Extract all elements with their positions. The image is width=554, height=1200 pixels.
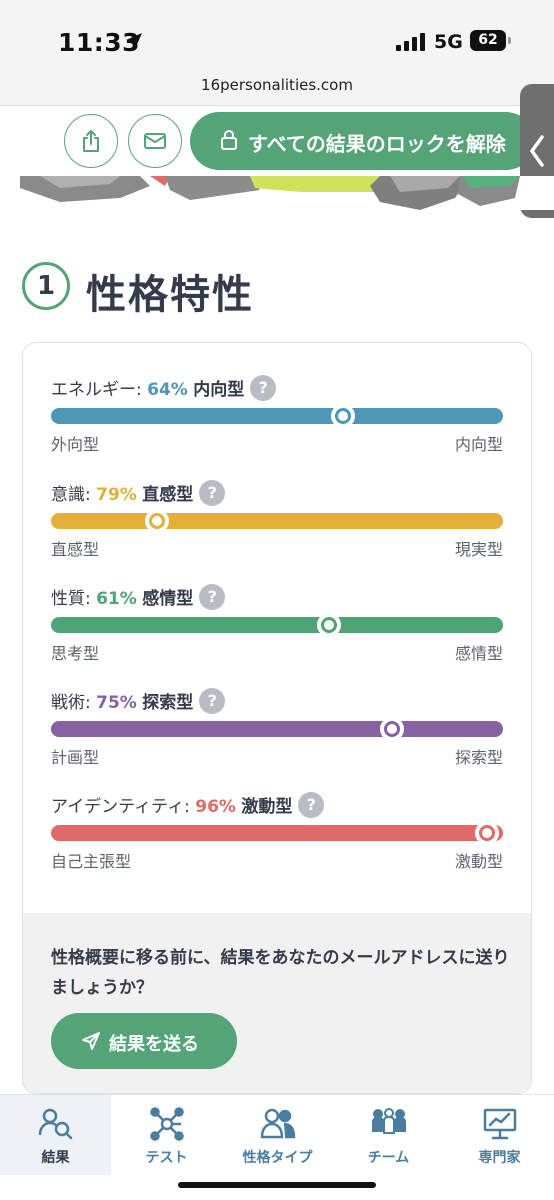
battery-icon: 62 [470, 30, 506, 51]
battery-tip [508, 37, 511, 44]
nav-results[interactable]: 結果 [0, 1095, 111, 1175]
trait-percent: 96% [195, 797, 236, 817]
trait-row: 性質: 61% 感情型? 思考型 感情型 [51, 584, 503, 674]
share-button[interactable] [64, 114, 118, 168]
trait-marker-ring [149, 513, 165, 529]
url-bar[interactable]: 16personalities.com [0, 70, 554, 106]
trait-row: エネルギー: 64% 内向型? 外向型 内向型 [51, 375, 503, 465]
signal-icon [396, 33, 426, 51]
help-icon[interactable]: ? [199, 584, 226, 610]
status-bar: 11:33 5G 62 [0, 0, 554, 70]
header-illustration [0, 176, 554, 210]
trait-bar [51, 721, 503, 737]
trait-marker [475, 821, 499, 845]
trait-name: 性質: [51, 589, 91, 609]
trait-type: 激動型 [241, 797, 293, 817]
nav-test[interactable]: テスト [111, 1095, 222, 1175]
status-time: 11:33 [58, 28, 141, 57]
section-number: 1 [22, 262, 70, 310]
trait-left-label: 思考型 [51, 644, 100, 663]
help-icon[interactable]: ? [199, 688, 226, 714]
trait-percent: 64% [147, 380, 188, 400]
trait-type: 内向型 [193, 380, 245, 400]
trait-name: エネルギー: [51, 380, 142, 400]
location-arrow-icon [126, 33, 142, 49]
trait-marker-ring [321, 617, 337, 633]
presentation-icon [483, 1108, 517, 1140]
nav-team[interactable]: チーム [333, 1095, 444, 1175]
trait-left-label: 計画型 [51, 748, 100, 767]
trait-marker-ring [479, 825, 495, 841]
email-prompt-text: 性格概要に移る前に、結果をあなたのメールアドレスに送りましょうか？ [51, 948, 510, 998]
trait-bar [51, 513, 503, 529]
unlock-results-button[interactable]: すべての結果のロックを解除 [190, 112, 535, 170]
lock-icon [221, 130, 237, 150]
trait-name: 意識: [51, 485, 91, 505]
nav-label-results: 結果 [41, 1150, 70, 1166]
trait-bar [51, 617, 503, 633]
send-results-button[interactable]: 結果を送る [51, 1013, 237, 1069]
trait-type: 感情型 [142, 589, 194, 609]
nav-label-personality-types: 性格タイプ [242, 1150, 313, 1166]
user-search-icon [38, 1108, 73, 1140]
send-results-label: 結果を送る [109, 1034, 199, 1055]
network-type: 5G [434, 31, 463, 53]
trait-heading: 性質: 61% 感情型? [51, 584, 226, 612]
trait-marker [317, 613, 341, 637]
trait-heading: 意識: 79% 直感型? [51, 480, 226, 508]
trait-marker [331, 404, 355, 428]
nav-personality-types[interactable]: 性格タイプ [222, 1095, 333, 1175]
trait-marker [380, 717, 404, 741]
nav-experts[interactable]: 専門家 [444, 1095, 554, 1175]
trait-row: 戦術: 75% 探索型? 計画型 探索型 [51, 688, 503, 778]
chevron-left-icon [529, 135, 544, 167]
mail-icon [144, 133, 166, 149]
trait-marker-ring [384, 721, 400, 737]
trait-right-label: 内向型 [454, 435, 503, 454]
trait-bar [51, 408, 503, 424]
trait-name: 戦術: [51, 693, 91, 713]
battery-level: 62 [478, 32, 498, 48]
team-icon [372, 1108, 406, 1134]
traits-card: エネルギー: 64% 内向型? 外向型 内向型 意識: 79% 直感型? 直感型 現実型性… [22, 342, 532, 1094]
url-text: 16personalities.com [201, 76, 353, 94]
trait-marker [145, 509, 169, 533]
unlock-results-label: すべての結果のロックを解除 [248, 132, 506, 156]
people-icon [260, 1108, 296, 1139]
trait-right-label: 激動型 [454, 852, 503, 871]
nav-label-team: チーム [367, 1150, 410, 1166]
trait-left-label: 直感型 [51, 540, 100, 559]
trait-heading: アイデンティティ: 96% 激動型? [51, 792, 325, 820]
trait-left-label: 外向型 [51, 435, 100, 454]
trait-left-label: 自己主張型 [51, 852, 132, 871]
trait-type: 探索型 [142, 693, 194, 713]
help-icon[interactable]: ? [298, 792, 325, 818]
action-strip: すべての結果のロックを解除 [0, 106, 554, 176]
help-icon[interactable]: ? [199, 480, 226, 506]
trait-right-label: 感情型 [454, 644, 503, 663]
section-title: 性格特性 [86, 272, 254, 318]
help-icon[interactable]: ? [250, 375, 277, 401]
trait-type: 直感型 [142, 485, 194, 505]
trait-right-label: 現実型 [454, 540, 503, 559]
trait-marker-ring [335, 408, 351, 424]
trait-percent: 61% [96, 589, 137, 609]
nav-label-experts: 専門家 [478, 1150, 521, 1166]
send-icon [82, 1032, 100, 1050]
trait-row: 意識: 79% 直感型? 直感型 現実型 [51, 480, 503, 570]
email-prompt: 性格概要に移る前に、結果をあなたのメールアドレスに送りましょうか？ 結果を送る [23, 913, 531, 1093]
nav-label-test: テスト [145, 1150, 188, 1166]
trait-percent: 79% [96, 485, 137, 505]
trait-bar [51, 825, 503, 841]
trait-row: アイデンティティ: 96% 激動型? 自己主張型 激動型 [51, 792, 503, 882]
share-icon [83, 130, 99, 152]
email-button[interactable] [128, 114, 182, 168]
trait-heading: エネルギー: 64% 内向型? [51, 375, 277, 403]
trait-name: アイデンティティ: [51, 797, 190, 817]
trait-heading: 戦術: 75% 探索型? [51, 688, 226, 716]
trait-percent: 75% [96, 693, 137, 713]
network-icon [150, 1107, 184, 1141]
home-indicator [178, 1182, 376, 1188]
trait-right-label: 探索型 [454, 748, 503, 767]
